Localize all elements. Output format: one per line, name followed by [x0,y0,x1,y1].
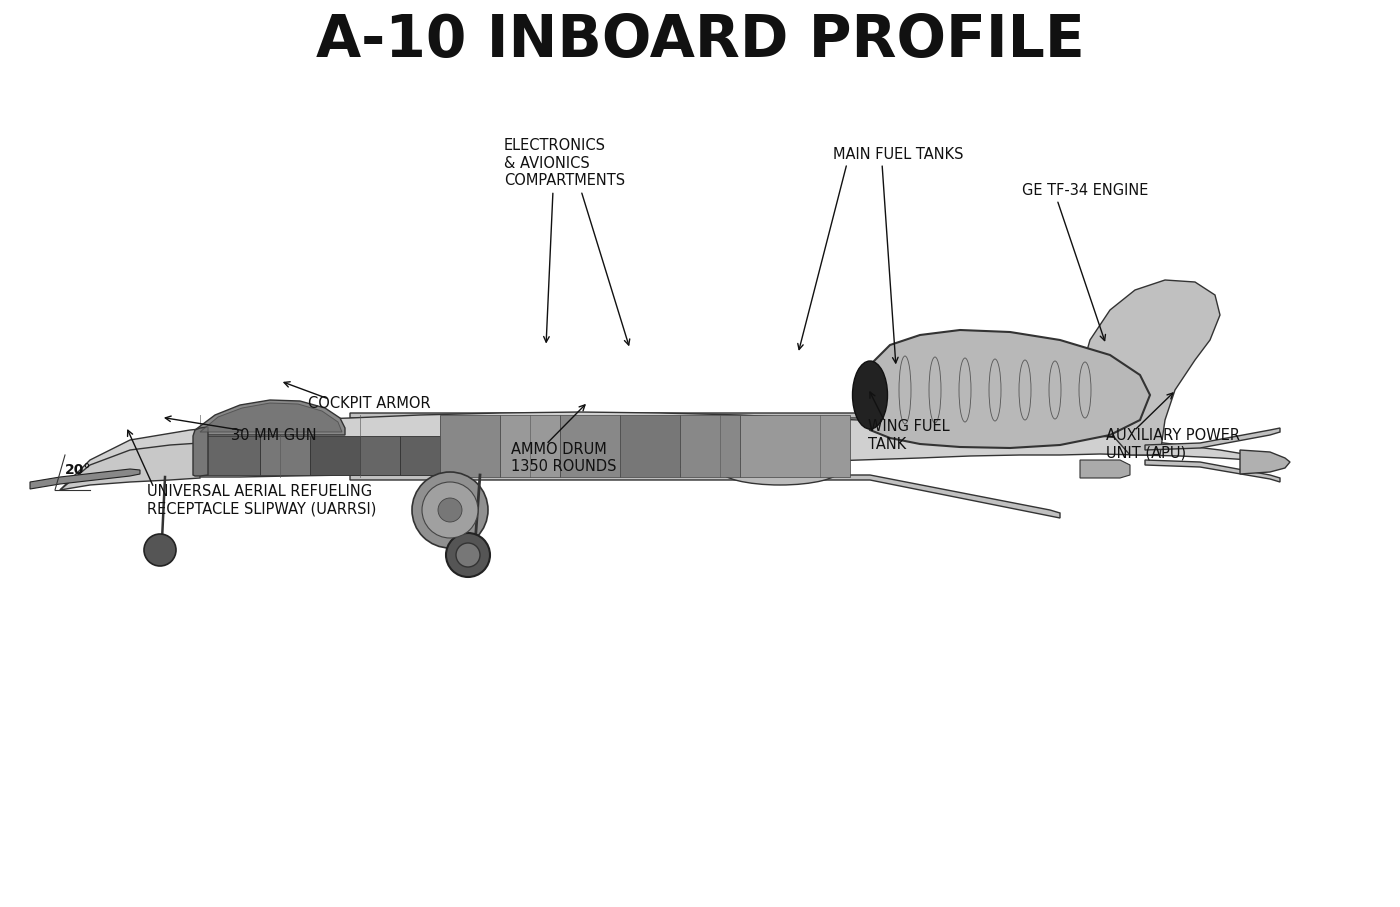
Polygon shape [260,436,309,475]
Polygon shape [930,415,980,435]
Text: MAIN FUEL TANKS: MAIN FUEL TANKS [833,147,963,161]
Polygon shape [350,475,1060,518]
Text: AMMO DRUM
1350 ROUNDS: AMMO DRUM 1350 ROUNDS [511,442,616,474]
Polygon shape [500,415,560,477]
Text: UNIVERSAL AERIAL REFUELING
RECEPTACLE SLIPWAY (UARRSI): UNIVERSAL AERIAL REFUELING RECEPTACLE SL… [147,484,377,517]
Polygon shape [60,443,200,490]
Text: 30 MM GUN: 30 MM GUN [231,428,316,443]
Polygon shape [620,415,680,477]
Text: COCKPIT ARMOR: COCKPIT ARMOR [308,396,431,411]
Text: 20°: 20° [64,463,91,477]
Polygon shape [29,469,140,489]
Circle shape [447,533,490,577]
Polygon shape [1145,460,1280,482]
Polygon shape [1079,460,1130,478]
Polygon shape [560,415,620,477]
Polygon shape [400,436,440,475]
Ellipse shape [853,361,888,429]
Polygon shape [309,436,360,475]
Polygon shape [741,415,850,477]
Circle shape [421,482,477,538]
Text: WING FUEL
TANK: WING FUEL TANK [868,419,949,452]
Circle shape [438,498,462,522]
Polygon shape [195,400,344,435]
Circle shape [412,472,489,548]
Circle shape [456,543,480,567]
Polygon shape [200,436,260,475]
Polygon shape [1240,450,1289,474]
Text: AUXILIARY POWER
UNIT (APU): AUXILIARY POWER UNIT (APU) [1106,428,1240,461]
Polygon shape [1079,280,1219,455]
Ellipse shape [720,455,840,485]
Text: GE TF-34 ENGINE: GE TF-34 ENGINE [1022,183,1148,198]
Polygon shape [1145,428,1280,450]
Polygon shape [680,415,741,477]
Text: ELECTRONICS
& AVIONICS
COMPARTMENTS: ELECTRONICS & AVIONICS COMPARTMENTS [504,139,626,188]
Polygon shape [440,415,500,477]
Polygon shape [193,427,209,476]
Text: A-10 INBOARD PROFILE: A-10 INBOARD PROFILE [315,13,1085,69]
Polygon shape [862,330,1149,448]
Polygon shape [360,436,400,475]
Polygon shape [60,412,1250,490]
Circle shape [144,534,176,566]
Polygon shape [350,383,1060,418]
Polygon shape [200,403,342,432]
